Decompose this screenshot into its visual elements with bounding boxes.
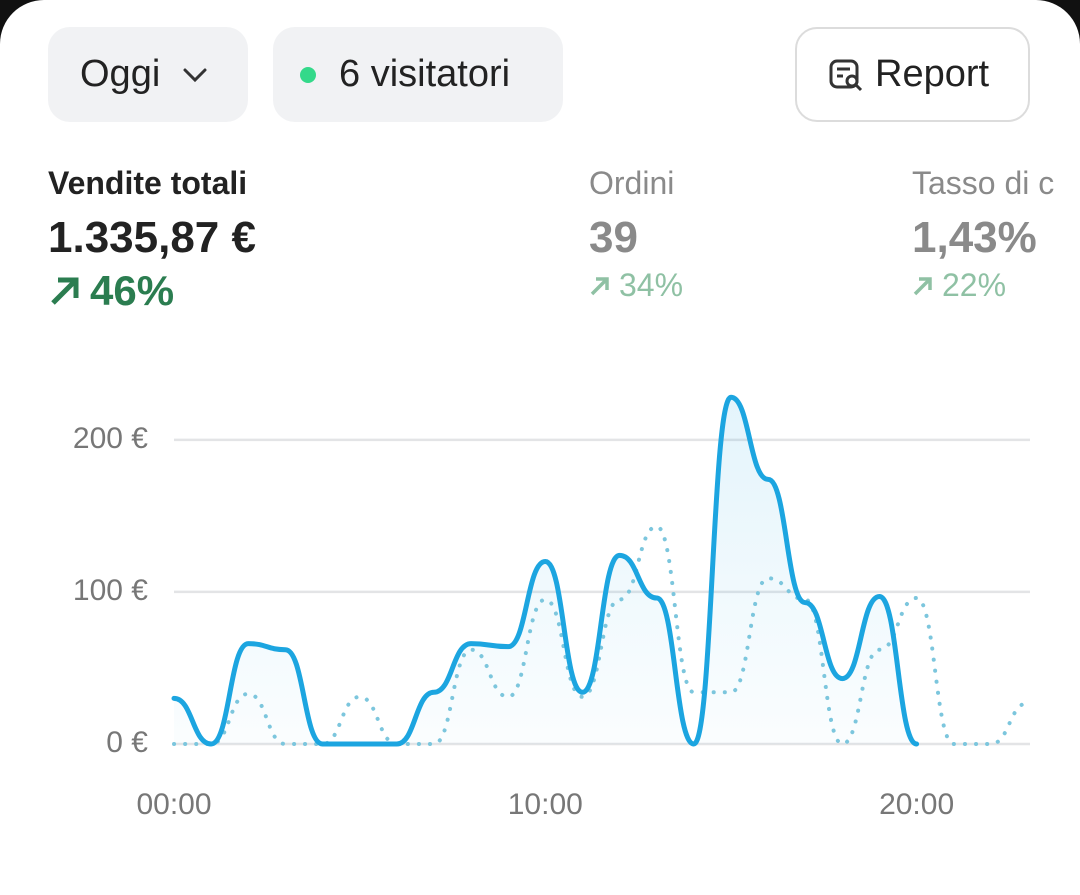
series-line: [172, 524, 1030, 746]
metric[interactable]: Vendite totali 1.335,87 € 46%: [48, 165, 256, 315]
x-tick-label: 10:00: [508, 788, 583, 821]
chevron-icon: [183, 68, 207, 82]
metric-value: 1.335,87 €: [48, 213, 256, 262]
up-arrow: [913, 276, 932, 295]
metric-label: Tasso di c: [912, 165, 1055, 201]
metric[interactable]: Tasso di c 1,43% 22%: [912, 165, 1054, 304]
metric-value: 1,43%: [912, 213, 1037, 262]
series-line: [171, 394, 920, 747]
visitors-label: 6 visitatori: [339, 53, 511, 95]
metric-change: 34%: [619, 267, 684, 303]
x-tick-label: 00:00: [136, 788, 211, 821]
metric-change: 22%: [942, 267, 1007, 303]
area: [174, 397, 917, 744]
metric-change-row: 22%: [912, 267, 1054, 304]
visitors-button[interactable]: 6 visitatori: [273, 27, 563, 122]
metric-change-row: 46%: [48, 267, 256, 315]
live-dot: [300, 66, 316, 83]
period-label: Oggi: [80, 53, 161, 95]
metric-label: Vendite totali: [48, 165, 248, 201]
metric-change-row: 34%: [589, 267, 683, 304]
report-button[interactable]: Report: [795, 27, 1030, 122]
y-tick-label: 0 €: [106, 726, 148, 759]
period-button[interactable]: Oggi: [48, 27, 248, 122]
metric[interactable]: Ordini 39 34%: [589, 165, 683, 304]
y-tick-label: 100 €: [73, 574, 148, 607]
metric-value: 39: [589, 213, 638, 262]
up-arrow: [51, 277, 79, 305]
up-arrow: [590, 276, 609, 295]
report-icon: [829, 59, 863, 91]
metric-change: 46%: [90, 267, 175, 314]
metric-label: Ordini: [589, 165, 675, 201]
x-tick-label: 20:00: [879, 788, 954, 821]
report-label: Report: [875, 53, 990, 95]
y-tick-label: 200 €: [73, 422, 148, 455]
